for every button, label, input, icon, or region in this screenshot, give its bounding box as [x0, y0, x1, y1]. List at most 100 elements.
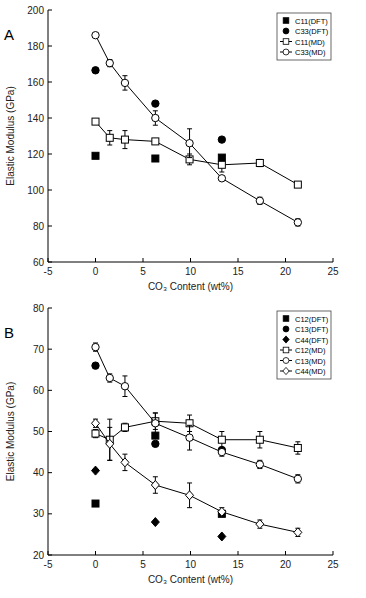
error-cap — [187, 157, 192, 158]
series — [92, 419, 302, 537]
error-bar — [93, 429, 98, 437]
error-bar — [122, 423, 127, 431]
point — [294, 444, 301, 451]
error-cap — [122, 454, 127, 455]
y-tick — [48, 308, 52, 309]
x-tick-label: 15 — [232, 559, 244, 570]
point — [121, 136, 128, 143]
y-tick-label: 30 — [33, 508, 45, 519]
figure: -505101520256080100120140160180200ACO₃ C… — [0, 0, 366, 598]
error-cap — [219, 172, 224, 173]
x-tick — [333, 258, 334, 262]
x-axis-label: CO₃ Content (wt%) — [148, 574, 233, 585]
x-axis-label: CO₃ Content (wt%) — [148, 281, 233, 292]
x-tick-label: 10 — [185, 559, 197, 570]
point — [186, 140, 193, 147]
series — [92, 343, 302, 483]
error-cap — [153, 125, 158, 126]
point — [106, 134, 113, 141]
error-cap — [153, 433, 158, 434]
error-cap — [153, 476, 158, 477]
legend: C11(DFT)C33(DFT)C11(MD)C33(MD) — [277, 13, 331, 60]
x-tick-label: -5 — [44, 559, 53, 570]
error-cap — [107, 460, 112, 461]
error-cap — [187, 425, 192, 426]
y-tick — [48, 262, 52, 263]
error-cap — [122, 75, 127, 76]
point — [151, 481, 159, 490]
legend-marker — [283, 316, 289, 322]
error-bar — [219, 432, 224, 448]
legend-label: C44(MD) — [295, 367, 326, 376]
plot-area — [92, 343, 302, 541]
legend-marker — [283, 367, 289, 374]
x-tick-label: 15 — [232, 266, 244, 277]
x-tick — [190, 258, 191, 262]
point — [152, 432, 159, 439]
legend-label: C44(DFT) — [295, 336, 329, 345]
legend-marker — [283, 28, 289, 34]
legend-label: C12(MD) — [295, 346, 326, 355]
point — [152, 420, 159, 427]
error-cap — [122, 396, 127, 397]
point — [92, 152, 99, 159]
point — [218, 161, 225, 168]
legend-label: C11(DFT) — [295, 17, 328, 26]
error-cap — [187, 450, 192, 451]
legend-label: C11(MD) — [295, 38, 325, 47]
y-tick — [48, 472, 52, 473]
error-cap — [187, 482, 192, 483]
y-tick-label: 80 — [33, 303, 45, 314]
point — [186, 491, 194, 500]
legend-box — [277, 13, 331, 60]
y-axis-label: Elastic Modulus (GPa) — [5, 382, 16, 481]
y-axis-label: Elastic Modulus (GPa) — [5, 86, 16, 185]
plot-area — [92, 32, 302, 227]
point — [151, 518, 159, 527]
series — [92, 32, 302, 227]
y-tick-label: 20 — [33, 550, 45, 561]
legend-marker — [283, 358, 289, 364]
x-tick-label: 25 — [327, 559, 339, 570]
y-tick-label: 100 — [27, 185, 44, 196]
legend-label: C13(DFT) — [295, 325, 329, 334]
legend-marker — [283, 347, 289, 353]
error-cap — [187, 164, 192, 165]
series-line — [96, 421, 298, 448]
y-tick — [48, 513, 52, 514]
point — [92, 118, 99, 125]
point — [256, 160, 263, 167]
error-bar — [257, 159, 262, 166]
series-line — [96, 122, 298, 185]
point — [186, 420, 193, 427]
error-cap — [122, 90, 127, 91]
error-cap — [122, 148, 127, 149]
point — [121, 79, 128, 86]
legend-label: C33(DFT) — [295, 27, 329, 36]
point — [92, 67, 99, 74]
x-tick-label: 5 — [140, 559, 146, 570]
series-line — [96, 35, 298, 222]
error-cap — [107, 419, 112, 420]
x-tick — [48, 258, 49, 262]
x-tick — [285, 258, 286, 262]
x-tick — [333, 551, 334, 555]
point — [218, 448, 225, 455]
legend-marker — [283, 49, 289, 55]
y-tick — [48, 555, 52, 556]
series — [92, 413, 301, 460]
y-tick-label: 200 — [27, 5, 44, 16]
x-tick-label: 25 — [327, 266, 339, 277]
error-cap — [107, 145, 112, 146]
series — [92, 362, 226, 454]
legend-marker — [283, 326, 289, 332]
point — [92, 343, 99, 350]
x-tick — [143, 551, 144, 555]
point — [92, 362, 99, 369]
error-cap — [219, 157, 224, 158]
error-cap — [153, 110, 158, 111]
y-tick-label: 80 — [33, 221, 45, 232]
point — [218, 532, 226, 541]
y-tick — [48, 190, 52, 191]
error-cap — [295, 454, 300, 455]
